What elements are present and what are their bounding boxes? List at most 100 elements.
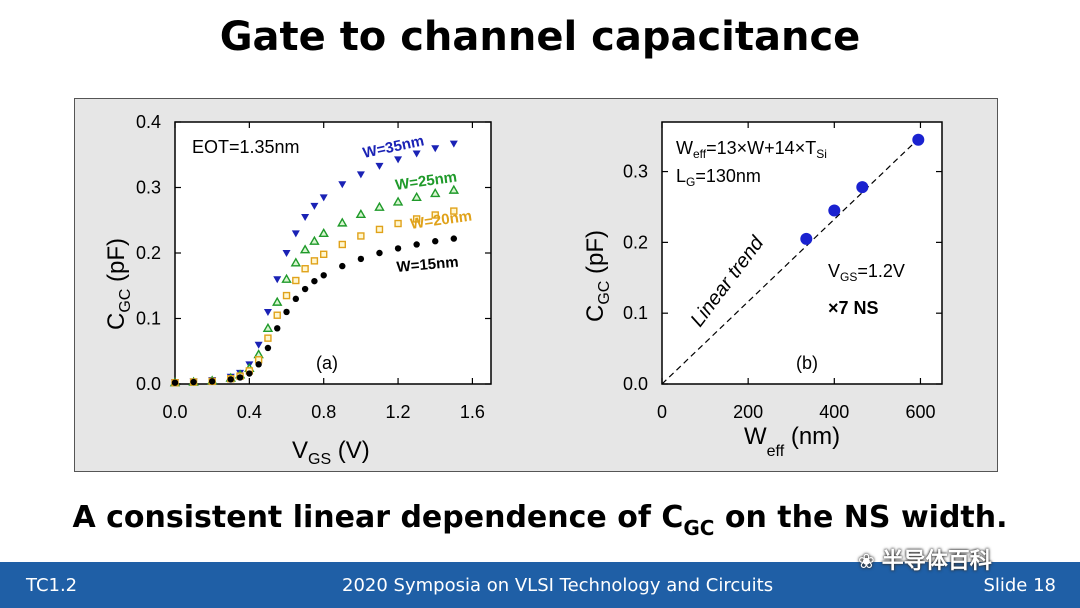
- a-xtick-label: 0.0: [162, 402, 187, 422]
- a-point-w-25nm: [262, 322, 274, 333]
- b-data-point: [800, 232, 813, 245]
- b-data-point: [912, 133, 925, 146]
- b-xtick-label: 600: [905, 402, 935, 422]
- watermark: ❀ 半导体百科: [858, 543, 992, 575]
- a-point-w-35nm: [449, 140, 458, 148]
- a-point-w-25nm: [448, 184, 460, 194]
- a-point-w-35nm: [282, 250, 291, 257]
- plot-a-frame: [174, 121, 492, 385]
- a-point-w-20nm: [301, 265, 309, 273]
- a-point-w-25nm: [392, 196, 404, 206]
- a-ytick-label: 0.2: [136, 243, 161, 263]
- a-marks: [169, 140, 460, 387]
- a-legend-w15: W=15nm: [396, 254, 459, 276]
- a-point-w-25nm: [411, 191, 422, 202]
- a-xtick-label: 1.2: [386, 402, 411, 422]
- b-data-point: [856, 181, 869, 194]
- a-point-w-20nm: [264, 334, 272, 342]
- a-point-w-20nm: [282, 291, 291, 300]
- a-point-w-20nm: [412, 215, 421, 223]
- a-point-w-35nm: [412, 150, 421, 158]
- a-xtick-label: 0.4: [237, 402, 262, 422]
- a-point-w-25nm: [309, 235, 320, 245]
- a-point-w-15nm: [264, 344, 272, 352]
- a-point-w-15nm: [274, 325, 281, 332]
- a-ylabel: CGC (pF): [103, 238, 134, 330]
- a-point-w-20nm: [320, 250, 328, 259]
- b-ytick-label: 0.2: [623, 232, 648, 252]
- a-point-w-35nm: [301, 213, 310, 221]
- a-ytick-label: 0.3: [136, 178, 161, 198]
- slide-caption: A consistent linear dependence of CGC on…: [0, 500, 1080, 540]
- a-point-w-25nm: [318, 227, 329, 238]
- slide-title: Gate to channel capacitance: [219, 14, 861, 60]
- a-point-w-15nm: [190, 378, 197, 386]
- b-formula-weff: Weff=13×W+14×TSi: [676, 138, 827, 161]
- b-ticks: 0 200 400 600 0.0 0.1 0.2 0.3: [623, 122, 942, 422]
- a-panel-label: (a): [316, 353, 338, 373]
- a-point-w-25nm: [272, 296, 283, 306]
- a-ylabel-main: C: [103, 313, 130, 330]
- a-xtick-label: 0.8: [311, 402, 336, 422]
- a-point-w-20nm: [375, 225, 384, 234]
- b-ylabel: CGC (pF): [582, 230, 613, 322]
- footer-session: TC1.2: [26, 575, 78, 596]
- a-point-w-25nm: [337, 217, 348, 227]
- a-point-w-35nm: [375, 162, 384, 170]
- a-point-w-35nm: [356, 171, 365, 179]
- b-formula-lg: LG=130nm: [676, 166, 761, 189]
- a-point-w-35nm: [394, 156, 403, 164]
- a-point-w-15nm: [311, 277, 318, 285]
- footer-slide-number: Slide 18: [983, 575, 1056, 596]
- b-ytick-label: 0.1: [623, 303, 648, 323]
- watermark-icon: ❀: [858, 549, 882, 573]
- a-point-w-15nm: [227, 376, 234, 383]
- a-point-w-15nm: [339, 262, 346, 270]
- a-point-w-15nm: [301, 285, 309, 293]
- footer-bar: TC1.2 2020 Symposia on VLSI Technology a…: [0, 562, 1080, 608]
- a-point-w-15nm: [394, 245, 402, 252]
- a-point-w-15nm: [413, 241, 420, 248]
- a-point-w-15nm: [208, 378, 216, 385]
- a-point-w-20nm: [338, 240, 346, 249]
- a-point-w-35nm: [310, 202, 319, 210]
- a-point-w-35nm: [291, 230, 300, 238]
- b-vgs-label: VGS=1.2V: [828, 261, 905, 284]
- a-ytick-label: 0.1: [136, 309, 161, 329]
- b-xtick-label: 200: [733, 402, 763, 422]
- a-xlabel-unit: (V): [331, 437, 370, 464]
- b-xtick-label: 400: [819, 402, 849, 422]
- chart-a: 0.0 0.4 0.8 1.2 1.6 0.0 0.1 0.2 0.3 0.4 EOT=1.35n…: [103, 112, 492, 468]
- a-annotation: EOT=1.35nm: [192, 137, 300, 157]
- a-point-w-20nm: [292, 276, 300, 285]
- a-point-w-20nm: [450, 207, 458, 215]
- b-xtick-label: 0: [657, 402, 667, 422]
- a-point-w-15nm: [171, 379, 179, 386]
- a-point-w-25nm: [374, 201, 385, 211]
- a-point-w-15nm: [246, 370, 253, 377]
- a-ticks: 0.0 0.4 0.8 1.2 1.6 0.0 0.1 0.2 0.3 0.4: [136, 112, 491, 422]
- caption-sub: GC: [683, 516, 715, 540]
- a-point-w-15nm: [376, 249, 383, 257]
- a-point-w-25nm: [299, 244, 311, 254]
- a-point-w-15nm: [432, 238, 439, 245]
- footer-conference: 2020 Symposia on VLSI Technology and Cir…: [342, 575, 774, 596]
- a-point-w-35nm: [431, 145, 440, 153]
- a-point-w-20nm: [394, 219, 402, 228]
- b-data-point: [828, 204, 841, 217]
- b-xlabel: Weff (nm): [744, 423, 840, 460]
- a-xtick-label: 1.6: [460, 402, 485, 422]
- a-point-w-25nm: [290, 257, 302, 267]
- a-point-w-15nm: [236, 374, 244, 381]
- a-point-w-25nm: [281, 273, 292, 283]
- a-point-w-15nm: [283, 308, 290, 316]
- b-ns-label: ×7 NS: [828, 298, 879, 318]
- a-point-w-25nm: [355, 208, 367, 219]
- a-xlabel-main: V: [292, 437, 308, 464]
- a-ytick-label: 0.0: [136, 374, 161, 394]
- a-point-w-15nm: [357, 255, 365, 263]
- a-ylabel-unit: (pF): [103, 238, 130, 289]
- a-point-w-15nm: [450, 235, 458, 242]
